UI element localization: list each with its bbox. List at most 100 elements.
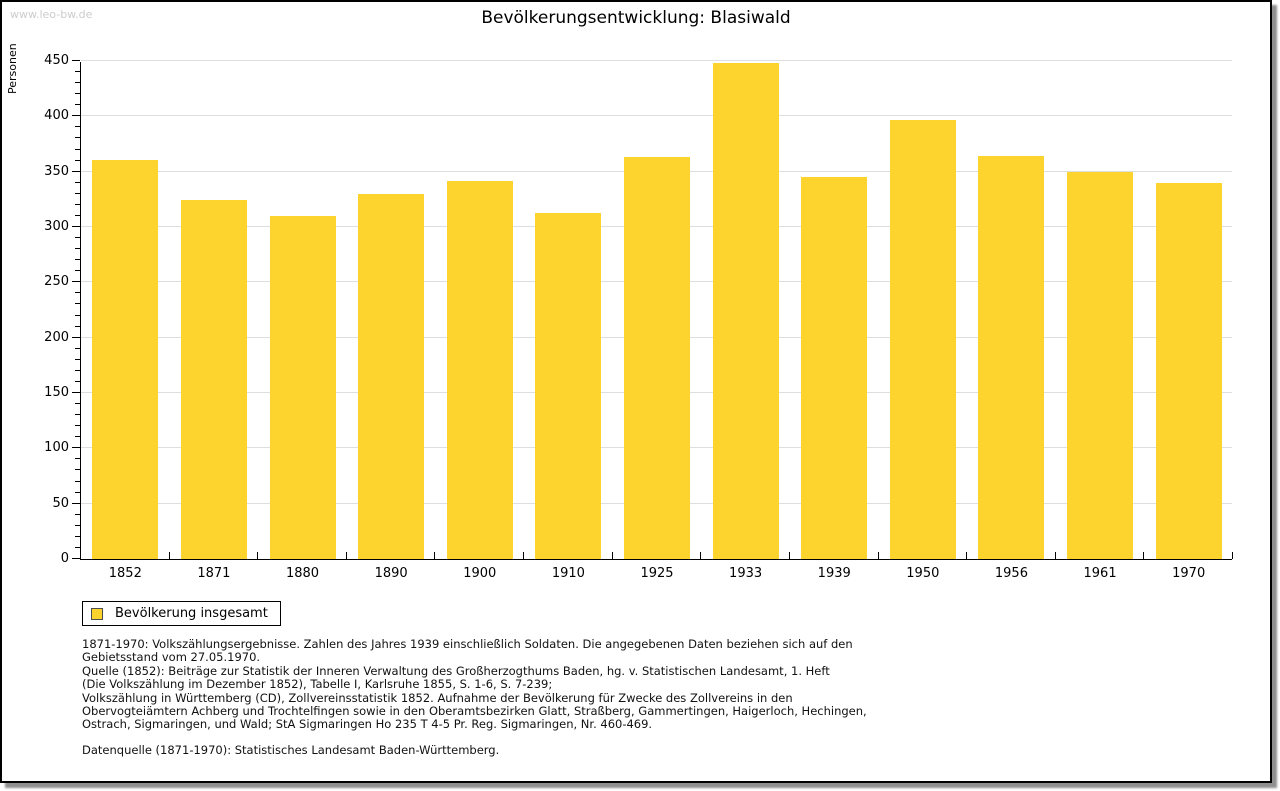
y-axis-minor-tick <box>75 303 80 305</box>
footnote-line: Gebietsstand vom 27.05.1970. <box>82 650 261 665</box>
footnotes: 1871-1970: Volkszählungsergebnisse. Zahl… <box>82 637 867 732</box>
bar <box>889 119 956 559</box>
y-axis-tick-label: 250 <box>44 274 69 290</box>
y-axis-minor-tick <box>75 369 80 371</box>
y-axis-minor-tick <box>75 159 80 161</box>
x-axis-tick <box>700 552 702 559</box>
y-axis-tick <box>72 392 80 393</box>
y-axis-tick-label: 300 <box>44 219 69 234</box>
x-axis-tick-label: 1970 <box>1172 566 1206 581</box>
y-axis-tick-label: 150 <box>44 385 69 400</box>
y-axis-minor-tick <box>75 248 80 250</box>
y-axis-minor-tick <box>75 181 80 183</box>
x-axis-tick-label: 1900 <box>463 566 497 581</box>
x-axis-tick-label: 1956 <box>994 566 1028 581</box>
x-axis-tick <box>1143 552 1145 559</box>
y-axis-minor-tick <box>75 137 80 139</box>
y-axis-minor-tick <box>75 535 80 537</box>
bar <box>801 177 868 559</box>
legend: Bevölkerung insgesamt <box>82 601 281 626</box>
footnote-line: Volkszählung in Württemberg (CD), Zollve… <box>82 690 793 705</box>
y-axis-minor-tick <box>75 380 80 382</box>
y-axis-tick-label: 100 <box>44 440 69 456</box>
gridline <box>81 60 1232 61</box>
y-axis-minor-tick <box>75 104 80 106</box>
x-axis-tick-label: 1925 <box>640 566 674 581</box>
x-axis-tick <box>966 552 968 559</box>
y-axis-tick <box>72 502 80 504</box>
footnote-line: Ostrach, Sigmaringen, und Wald; StA Sigm… <box>82 717 653 732</box>
plot-area: 0 50 100 150 200 250 300 350 400 450 1852 1871 1880 1… <box>44 53 1233 581</box>
y-axis-minor-tick <box>75 524 80 526</box>
y-axis-tick <box>72 447 80 449</box>
watermark: www.leo-bw.de <box>10 8 93 21</box>
x-axis-tick-label: 1950 <box>906 566 940 581</box>
x-axis-tick <box>788 552 790 559</box>
legend-label: Bevölkerung insgesamt <box>115 606 268 621</box>
footnote-line: 1871-1970: Volkszählungsergebnisse. Zahl… <box>82 637 853 651</box>
y-axis-minor-tick <box>75 237 80 239</box>
y-axis-tick <box>72 115 80 117</box>
datasource-note: Datenquelle (1871-1970): Statistisches L… <box>82 743 500 757</box>
x-axis-tick-label: 1890 <box>374 566 408 581</box>
y-axis-minor-tick <box>75 480 80 482</box>
bar <box>180 200 247 559</box>
y-axis-minor-tick <box>75 203 80 205</box>
y-axis-tick-label: 200 <box>44 329 69 345</box>
y-axis-minor-tick <box>75 491 80 493</box>
y-axis-minor-tick <box>75 325 80 327</box>
y-axis-minor-tick <box>75 425 80 427</box>
bar <box>358 193 425 559</box>
x-axis-tick <box>611 552 613 559</box>
bar <box>446 180 513 559</box>
x-axis-tick-label: 1910 <box>551 566 585 581</box>
y-axis-minor-tick <box>75 513 80 515</box>
x-axis-tick-label: 1961 <box>1083 566 1117 581</box>
footnote-line: (Die Volkszählung im Dezember 1852), Tab… <box>82 677 553 692</box>
chart-title: Bevölkerungsentwicklung: Blasiwald <box>481 8 791 28</box>
x-axis-tick-label: 1880 <box>285 566 320 581</box>
y-axis-tick-label: 350 <box>44 163 69 179</box>
y-axis-minor-tick <box>75 214 80 216</box>
y-axis-minor-tick <box>75 71 80 73</box>
y-axis-tick <box>72 170 80 172</box>
footnote-line: Quelle (1852): Beiträge zur Statistik de… <box>82 663 830 678</box>
bar <box>1067 171 1134 559</box>
bar <box>92 159 159 559</box>
y-axis-minor-tick <box>75 546 80 548</box>
y-axis-tick <box>72 226 80 227</box>
bar <box>624 157 690 559</box>
footnote-line: Obervogteiämtern Achberg und Trochtelfin… <box>82 704 867 719</box>
y-axis-minor-tick <box>75 93 80 95</box>
x-axis-tick <box>168 552 170 559</box>
y-axis-tick-label: 0 <box>60 551 69 566</box>
y-axis-minor-tick <box>75 358 80 360</box>
y-axis-tick <box>72 60 80 61</box>
legend-swatch <box>91 607 103 620</box>
x-axis-tick <box>523 552 525 559</box>
x-axis-tick-label: 1939 <box>817 566 851 581</box>
y-axis-tick <box>72 558 80 559</box>
bar <box>712 63 779 559</box>
y-axis-minor-tick <box>75 403 80 405</box>
y-axis-tick <box>72 336 80 338</box>
x-axis-tick <box>434 552 436 559</box>
x-axis-tick-label: 1852 <box>108 566 142 581</box>
gridline <box>81 115 1232 117</box>
y-axis-minor-tick <box>75 347 80 349</box>
y-axis-minor-tick <box>75 270 80 272</box>
x-axis-tick <box>257 552 259 559</box>
y-axis-minor-tick <box>75 82 80 84</box>
y-axis-minor-tick <box>75 469 80 471</box>
y-axis-minor-tick <box>75 314 80 316</box>
y-axis-title: Personen <box>6 43 19 94</box>
y-axis-minor-tick <box>75 126 80 128</box>
bar <box>535 212 602 559</box>
bar <box>269 215 336 559</box>
x-axis-tick-label: 1871 <box>197 566 231 581</box>
y-axis-minor-tick <box>75 259 80 261</box>
x-axis-tick <box>1232 552 1233 559</box>
x-axis-tick <box>345 552 347 559</box>
y-axis-tick <box>72 281 80 283</box>
